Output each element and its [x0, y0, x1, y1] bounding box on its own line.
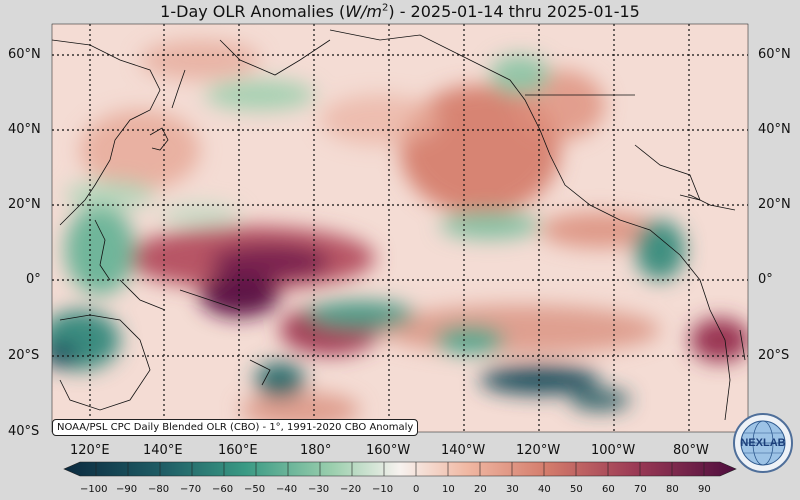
nexlab-globe-logo: NEXLAB — [733, 413, 793, 473]
graticule — [52, 24, 748, 432]
colorbar-tick: −60 — [212, 484, 234, 495]
colorbar-tick: −80 — [148, 484, 170, 495]
colorbar-tick: 0 — [413, 484, 420, 495]
lat-label-right-40n: 40°N — [758, 122, 791, 137]
coastlines — [52, 29, 746, 421]
svg-text:NEXLAB: NEXLAB — [740, 437, 785, 449]
lat-label-right-20n: 20°N — [758, 197, 791, 212]
colorbar-tick: −10 — [372, 484, 394, 495]
lat-label-left-40n: 40°N — [8, 122, 41, 137]
colorbar-tick: −50 — [244, 484, 266, 495]
lon-label-140e: 140°E — [143, 443, 183, 458]
anomaly-field — [52, 24, 748, 432]
lat-label-left-0: 0° — [26, 272, 41, 287]
lat-label-right-0: 0° — [758, 272, 773, 287]
colorbar-tick: 10 — [442, 484, 455, 495]
lon-label-100w: 100°W — [591, 443, 636, 458]
lon-label-120w: 120°W — [516, 443, 561, 458]
colorbar-tick: 60 — [602, 484, 615, 495]
lon-label-160e: 160°E — [218, 443, 258, 458]
colorbar-tick: −40 — [276, 484, 298, 495]
colorbar-tick: 70 — [634, 484, 647, 495]
colorbar-tick: 40 — [538, 484, 551, 495]
lon-label-140w: 140°W — [441, 443, 486, 458]
lon-label-180: 180° — [300, 443, 332, 458]
lat-label-left-20n: 20°N — [8, 197, 41, 212]
colorbar-tick: 30 — [506, 484, 519, 495]
lon-label-80w: 80°W — [673, 443, 709, 458]
colorbar-tick: −70 — [180, 484, 202, 495]
lat-label-left-60n: 60°N — [8, 47, 41, 62]
lat-label-right-60n: 60°N — [758, 47, 791, 62]
lon-label-160w: 160°W — [366, 443, 411, 458]
colorbar-tick: −30 — [308, 484, 330, 495]
colorbar-tick: −90 — [116, 484, 138, 495]
colorbar — [63, 461, 737, 477]
colorbar-tick: 50 — [570, 484, 583, 495]
colorbar-tick: −100 — [80, 484, 108, 495]
lat-label-left-20s: 20°S — [8, 348, 40, 363]
lat-label-left-40s: 40°S — [8, 424, 40, 439]
lat-label-right-20s: 20°S — [758, 348, 790, 363]
data-source-credit: NOAA/PSL CPC Daily Blended OLR (CBO) - 1… — [52, 419, 419, 436]
colorbar-tick: −20 — [340, 484, 362, 495]
colorbar-tick: 80 — [666, 484, 679, 495]
colorbar-tick: 20 — [474, 484, 487, 495]
colorbar-tick: 90 — [698, 484, 711, 495]
map-title: 1-Day OLR Anomalies (W/m2) - 2025-01-14 … — [160, 2, 640, 21]
lon-label-120e: 120°E — [70, 443, 110, 458]
